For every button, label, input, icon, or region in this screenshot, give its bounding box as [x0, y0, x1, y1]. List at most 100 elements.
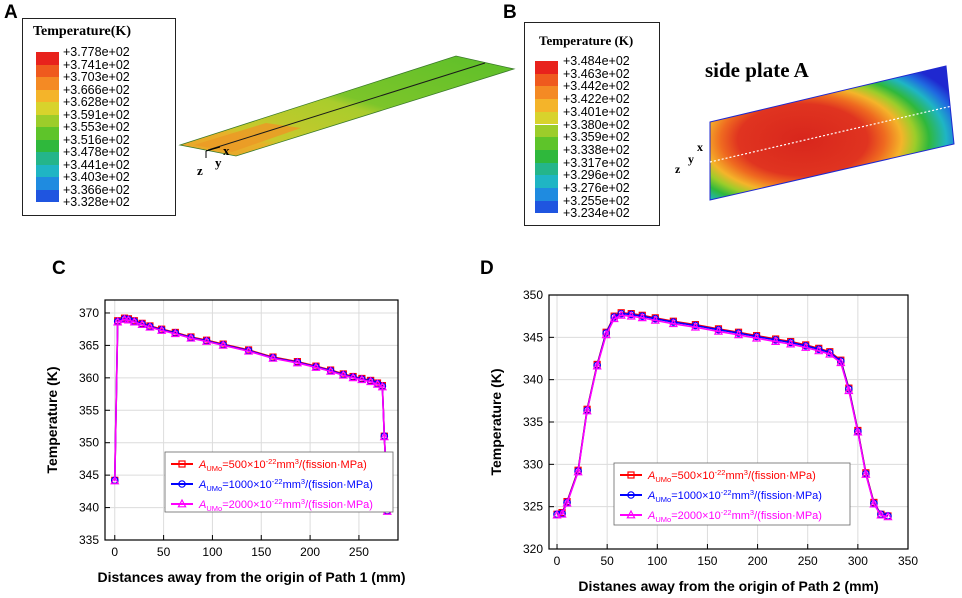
panel-a-colorbar [36, 52, 59, 202]
colorbar-tick-label: +3.338e+02 [563, 142, 630, 157]
legend-text-part: A [198, 499, 206, 511]
x-tick-label: 200 [300, 545, 320, 559]
legend-entry-text: AUMo=500×10-22mm3/(fission·MPa) [198, 457, 367, 473]
colorbar-tick-label: +3.401e+02 [563, 104, 630, 119]
data-point-triangle [861, 469, 871, 478]
y-tick-label: 360 [79, 371, 99, 385]
legend-text-part: A [647, 470, 655, 482]
data-point-triangle [145, 321, 155, 331]
colorbar-tick-label: +3.628e+02 [63, 95, 130, 109]
panel-a-legend-title: Temperature(K) [33, 24, 131, 39]
colorbar-tick-label: +3.317e+02 [563, 155, 630, 170]
colorbar-swatch [36, 89, 59, 102]
legend-text-part: UMo [655, 515, 671, 524]
data-point-triangle [883, 511, 893, 521]
colorbar-tick-label: +3.463e+02 [563, 66, 630, 81]
data-point-triangle [177, 498, 187, 508]
x-tick-label: 100 [202, 545, 222, 559]
data-point-triangle [157, 325, 167, 334]
panel-a-axis-z: z [197, 163, 203, 178]
data-point-triangle [733, 329, 744, 339]
panel-a-legend: Temperature(K) +3.778e+02 +3.741e+02 +3.70… [22, 18, 176, 216]
legend-text-part: 3 [744, 468, 748, 477]
colorbar-tick-label: +3.366e+02 [63, 182, 130, 197]
colorbar-swatch [535, 175, 558, 188]
data-point-triangle [650, 315, 660, 324]
legend-text-part: mm [732, 490, 750, 502]
data-point-triangle [552, 509, 562, 519]
colorbar-tick-label: +3.666e+02 [63, 82, 130, 97]
panel-b-colorbar-labels: +3.484e+02 +3.463e+02 +3.442e+02 +3.422e+02… [563, 23, 659, 225]
legend-text-part: A [647, 510, 655, 522]
y-tick-label: 325 [523, 500, 543, 514]
data-point-square [178, 460, 186, 468]
colorbar-swatch [535, 149, 558, 163]
data-point-triangle [311, 362, 321, 371]
colorbar-tick-label: +3.441e+02 [63, 157, 130, 172]
data-point-triangle [137, 319, 147, 329]
legend-text-part: A [198, 459, 206, 471]
colorbar-swatch [36, 164, 59, 177]
data-point-triangle [601, 329, 611, 339]
y-tick-label: 345 [523, 330, 543, 344]
side-plate-surface [709, 65, 955, 201]
data-point-triangle [814, 345, 824, 355]
panel-label-b: B [503, 2, 517, 23]
legend-text-part: =2000×10 [222, 499, 272, 511]
data-point-triangle [218, 340, 228, 349]
legend-entry-text: AUMo=2000×10-22mm3/(fission·MPa) [198, 497, 373, 513]
legend-text-part: -22 [721, 488, 732, 497]
x-tick-label: 100 [647, 554, 667, 568]
y-tick-label: 340 [523, 373, 543, 387]
legend-text-part: UMo [655, 475, 671, 484]
y-axis-label: Temperature (K) [44, 366, 60, 473]
colorbar-swatch [535, 111, 558, 125]
x-tick-label: 150 [697, 554, 717, 568]
colorbar-tick-label: +3.380e+02 [563, 117, 630, 132]
colorbar-tick-label: +3.296e+02 [563, 168, 630, 183]
y-tick-label: 365 [79, 338, 99, 352]
x-axis-label: Distanes away from the origin of Path 2 … [578, 578, 878, 594]
data-point-triangle [853, 426, 863, 436]
panel-b-legend-title: Temperature (K) [539, 33, 634, 48]
legend-text-part: -22 [272, 477, 283, 486]
panel-label-c: C [52, 258, 66, 279]
data-point-triangle [186, 332, 196, 342]
colorbar-tick-label: +3.478e+02 [63, 145, 130, 159]
colorbar-swatch [535, 137, 558, 150]
legend-entry-text: AUMo=1000×10-22mm3/(fission·MPa) [198, 477, 373, 493]
data-point-triangle [292, 357, 302, 367]
panel-a-plate [178, 55, 516, 158]
data-point-triangle [690, 321, 701, 331]
x-axis-label: Distances away from the origin of Path 1… [97, 569, 405, 585]
x-tick-label: 300 [848, 554, 868, 568]
data-point-square [627, 471, 635, 479]
legend-text-part: UMo [206, 484, 222, 493]
x-tick-label: 50 [157, 545, 171, 559]
series-line [556, 314, 889, 518]
legend-text-part: mm [732, 510, 750, 522]
y-tick-label: 355 [79, 403, 99, 417]
panel-a-colorbar-labels: +3.778e+02 +3.741e+02 +3.703e+02 +3.666e+02… [63, 19, 173, 215]
panel-b-axis-y: y [688, 152, 694, 166]
plate-axis-x [205, 146, 221, 152]
y-tick-label: 370 [79, 306, 99, 320]
legend-text-part: /(fission·MPa) [305, 479, 373, 491]
panel-label-a: A [4, 2, 18, 23]
plot-frame [104, 299, 399, 541]
data-point-triangle [348, 372, 358, 382]
y-tick-label: 335 [79, 533, 99, 547]
colorbar-swatch [36, 189, 59, 202]
legend-text-part: mm [725, 470, 743, 482]
chart-d: 0 50 100 150 200 250 300 350 320 325 330 335 340 345 3… [488, 288, 918, 594]
data-point-triangle [201, 336, 212, 345]
data-point-triangle [113, 316, 123, 326]
data-point-triangle [713, 326, 724, 335]
data-point-triangle [170, 328, 180, 338]
colorbar-swatch [36, 52, 59, 65]
data-point-triangle [668, 318, 678, 328]
legend-text-part: -22 [272, 497, 283, 506]
data-point-triangle [876, 509, 886, 519]
y-axis-label: Temperature (K) [488, 368, 504, 475]
y-tick-label: 345 [79, 468, 99, 482]
